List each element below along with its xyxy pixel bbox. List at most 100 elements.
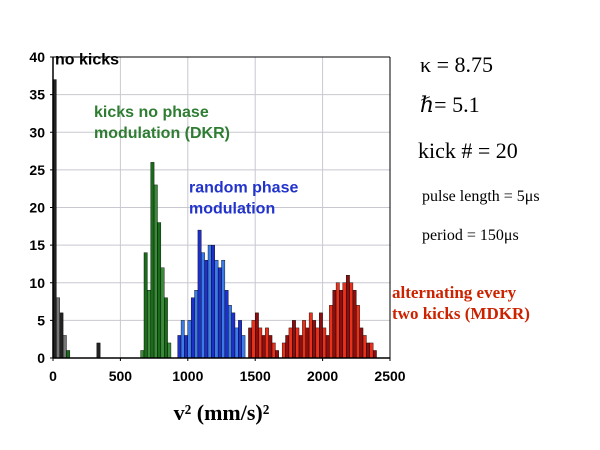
period: period = 150μs bbox=[422, 227, 519, 244]
bar-alternating-every-two-kicks-mdkr bbox=[369, 342, 374, 359]
bar-alternating-every-two-kicks-mdkr bbox=[298, 335, 303, 359]
hbar-value: ℏ= 5.1 bbox=[420, 92, 480, 118]
label-dkr-line: kicks no phase bbox=[94, 104, 209, 121]
x-tick-label: 1500 bbox=[240, 368, 271, 384]
y-tick-label: 25 bbox=[29, 162, 45, 178]
bar-alternating-every-two-kicks-mdkr bbox=[342, 282, 347, 359]
bar-random-phase-modulation bbox=[211, 244, 215, 359]
bar-random-phase-modulation bbox=[190, 297, 195, 359]
bar-alternating-every-two-kicks-mdkr bbox=[285, 335, 290, 359]
bar-alternating-every-two-kicks-mdkr bbox=[258, 327, 263, 359]
bar-kicks-no-phase-modulation-dkr bbox=[140, 350, 145, 359]
x-tick-label: 0 bbox=[49, 368, 57, 384]
bar-alternating-every-two-kicks-mdkr bbox=[372, 350, 377, 359]
bar-alternating-every-two-kicks-mdkr bbox=[305, 327, 310, 359]
kick-count: kick # = 20 bbox=[418, 138, 518, 163]
bar-kicks-no-phase-modulation-dkr bbox=[164, 297, 168, 359]
bar-alternating-every-two-kicks-mdkr bbox=[275, 350, 279, 359]
bar-random-phase-modulation bbox=[224, 290, 229, 359]
bar-random-phase-modulation bbox=[177, 335, 182, 359]
y-tick-label: 35 bbox=[29, 87, 45, 103]
bar-alternating-every-two-kicks-mdkr bbox=[265, 327, 269, 359]
bar-random-phase-modulation bbox=[234, 327, 239, 359]
y-tick-label: 30 bbox=[29, 124, 45, 140]
bar-random-phase-modulation bbox=[221, 259, 226, 359]
bar-alternating-every-two-kicks-mdkr bbox=[295, 327, 300, 359]
bar-random-phase-modulation bbox=[214, 259, 219, 359]
label-random-line: modulation bbox=[189, 200, 275, 217]
bar-random-phase-modulation bbox=[184, 335, 188, 359]
y-tick-label: 15 bbox=[29, 237, 45, 253]
bar-alternating-every-two-kicks-mdkr bbox=[271, 342, 276, 359]
label-dkr-line: modulation (DKR) bbox=[94, 125, 230, 142]
bar-alternating-every-two-kicks-mdkr bbox=[366, 342, 370, 359]
bar-alternating-every-two-kicks-mdkr bbox=[288, 327, 293, 359]
bar-random-phase-modulation bbox=[238, 320, 242, 359]
bar-alternating-every-two-kicks-mdkr bbox=[302, 320, 306, 359]
bar-alternating-every-two-kicks-mdkr bbox=[345, 275, 350, 359]
bar-alternating-every-two-kicks-mdkr bbox=[319, 312, 323, 359]
bar-alternating-every-two-kicks-mdkr bbox=[349, 282, 354, 359]
pulse-length: pulse length = 5μs bbox=[422, 188, 540, 205]
bar-random-phase-modulation bbox=[231, 312, 236, 359]
bar-random-phase-modulation bbox=[194, 290, 199, 359]
y-tick-label: 0 bbox=[37, 350, 45, 366]
y-tick-label: 10 bbox=[29, 275, 45, 291]
bar-alternating-every-two-kicks-mdkr bbox=[281, 342, 286, 359]
x-tick-label: 500 bbox=[109, 368, 133, 384]
bar-alternating-every-two-kicks-mdkr bbox=[329, 305, 333, 359]
bar-alternating-every-two-kicks-mdkr bbox=[268, 335, 273, 359]
x-tick-label: 2500 bbox=[374, 368, 405, 384]
bar-kicks-no-phase-modulation-dkr bbox=[167, 342, 172, 359]
y-tick-label: 40 bbox=[29, 49, 45, 65]
bar-alternating-every-two-kicks-mdkr bbox=[359, 327, 364, 359]
y-tick-label: 20 bbox=[29, 200, 45, 216]
bar-alternating-every-two-kicks-mdkr bbox=[332, 290, 337, 359]
bar-alternating-every-two-kicks-mdkr bbox=[312, 320, 317, 359]
bar-kicks-no-phase-modulation-dkr bbox=[66, 350, 71, 359]
bar-random-phase-modulation bbox=[180, 320, 185, 359]
bar-random-phase-modulation bbox=[187, 320, 192, 359]
bar-kicks-no-phase-modulation-dkr bbox=[150, 162, 155, 359]
label-mdkr-line: two kicks (MDKR) bbox=[392, 304, 530, 323]
bar-random-phase-modulation bbox=[197, 229, 202, 359]
bar-no-kicks bbox=[96, 342, 101, 359]
hbar-number: = 5.1 bbox=[434, 92, 480, 117]
bar-alternating-every-two-kicks-mdkr bbox=[292, 320, 296, 359]
bar-random-phase-modulation bbox=[228, 305, 232, 359]
kappa-value: κ = 8.75 bbox=[420, 52, 493, 77]
x-tick-label: 1000 bbox=[172, 368, 203, 384]
bar-alternating-every-two-kicks-mdkr bbox=[322, 327, 327, 359]
bar-kicks-no-phase-modulation-dkr bbox=[160, 267, 165, 359]
bar-no-kicks bbox=[59, 312, 64, 359]
bar-kicks-no-phase-modulation-dkr bbox=[143, 252, 148, 359]
bar-random-phase-modulation bbox=[217, 267, 222, 359]
bar-alternating-every-two-kicks-mdkr bbox=[362, 335, 367, 359]
bar-alternating-every-two-kicks-mdkr bbox=[352, 290, 357, 359]
bar-random-phase-modulation bbox=[201, 252, 205, 359]
x-tick-label: 2000 bbox=[307, 368, 338, 384]
x-axis-label: v² (mm/s)² bbox=[174, 400, 270, 425]
bar-alternating-every-two-kicks-mdkr bbox=[248, 327, 253, 359]
bar-alternating-every-two-kicks-mdkr bbox=[261, 335, 266, 359]
bar-alternating-every-two-kicks-mdkr bbox=[254, 312, 259, 359]
bar-kicks-no-phase-modulation-dkr bbox=[157, 222, 162, 359]
bar-alternating-every-two-kicks-mdkr bbox=[339, 290, 344, 359]
y-tick-label: 5 bbox=[37, 312, 45, 328]
label-random-line: random phase bbox=[189, 179, 298, 196]
bar-random-phase-modulation bbox=[204, 259, 209, 359]
bar-alternating-every-two-kicks-mdkr bbox=[325, 335, 330, 359]
bar-no-kicks bbox=[62, 335, 67, 359]
bar-alternating-every-two-kicks-mdkr bbox=[335, 282, 340, 359]
label-no-kicks-line: no kicks bbox=[55, 52, 119, 69]
bar-kicks-no-phase-modulation-dkr bbox=[153, 184, 158, 359]
bar-no-kicks bbox=[56, 297, 60, 359]
bar-kicks-no-phase-modulation-dkr bbox=[147, 290, 151, 359]
bar-alternating-every-two-kicks-mdkr bbox=[356, 305, 360, 359]
bar-alternating-every-two-kicks-mdkr bbox=[308, 312, 313, 359]
bar-random-phase-modulation bbox=[207, 244, 212, 359]
hbar-symbol: ℏ bbox=[420, 92, 435, 117]
bar-random-phase-modulation bbox=[241, 335, 246, 359]
